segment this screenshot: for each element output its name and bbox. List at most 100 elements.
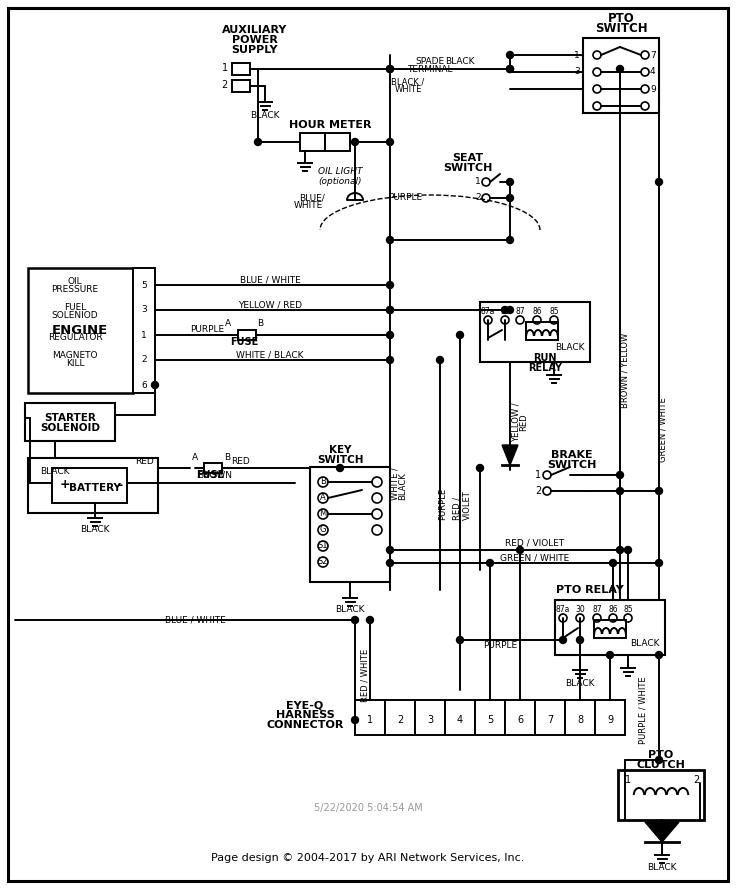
- Text: 2: 2: [222, 80, 228, 90]
- Text: 2: 2: [535, 486, 541, 496]
- Circle shape: [517, 547, 523, 554]
- Text: ENGINE: ENGINE: [52, 324, 108, 337]
- Text: MAGNETO: MAGNETO: [52, 350, 98, 359]
- Text: 3: 3: [427, 715, 433, 725]
- Text: BLACK: BLACK: [336, 605, 365, 614]
- Text: BRAKE: BRAKE: [551, 450, 592, 460]
- Text: 1: 1: [535, 470, 541, 480]
- Text: FUSE: FUSE: [196, 470, 224, 480]
- Text: PURPLE: PURPLE: [439, 488, 447, 520]
- Circle shape: [606, 652, 614, 659]
- Text: 2: 2: [397, 715, 403, 725]
- Text: PTO: PTO: [608, 12, 634, 25]
- Text: BLACK: BLACK: [40, 467, 70, 476]
- Text: HARNESS: HARNESS: [275, 710, 334, 720]
- Circle shape: [386, 139, 394, 146]
- Bar: [310, 467, 390, 582]
- Text: BLUE / WHITE: BLUE / WHITE: [240, 276, 300, 284]
- Circle shape: [656, 757, 662, 764]
- Text: 6: 6: [141, 380, 147, 389]
- Text: 5/22/2020 5:04:54 AM: 5/22/2020 5:04:54 AM: [314, 803, 422, 813]
- Text: 9: 9: [607, 715, 613, 725]
- Text: S2: S2: [318, 557, 328, 566]
- Bar: [238, 330, 256, 340]
- Bar: [618, 770, 704, 820]
- Bar: [505, 700, 535, 735]
- Text: PURPLE / WHITE: PURPLE / WHITE: [639, 677, 648, 744]
- Circle shape: [617, 471, 623, 478]
- Bar: [232, 63, 250, 75]
- Text: OIL: OIL: [68, 277, 82, 286]
- Text: 2: 2: [693, 775, 699, 785]
- Circle shape: [506, 52, 514, 59]
- Circle shape: [506, 66, 514, 73]
- Bar: [300, 133, 325, 151]
- Text: TERMINAL: TERMINAL: [407, 66, 453, 75]
- Text: 5: 5: [487, 715, 493, 725]
- Text: 8: 8: [577, 715, 583, 725]
- Circle shape: [456, 637, 464, 644]
- Text: SOLENOID: SOLENOID: [40, 423, 100, 433]
- Text: BROWN: BROWN: [197, 470, 233, 479]
- Text: 85: 85: [549, 308, 559, 316]
- Bar: [595, 700, 625, 735]
- Bar: [325, 133, 350, 151]
- Text: RUN: RUN: [534, 353, 556, 363]
- Polygon shape: [502, 445, 518, 465]
- Circle shape: [656, 179, 662, 186]
- Bar: [232, 80, 250, 92]
- Text: M: M: [319, 509, 327, 518]
- Circle shape: [386, 66, 394, 73]
- Text: BLACK: BLACK: [445, 58, 475, 67]
- Bar: [526, 322, 558, 340]
- Circle shape: [617, 487, 623, 494]
- Text: BLACK: BLACK: [80, 525, 110, 533]
- Text: SWITCH: SWITCH: [548, 460, 597, 470]
- Text: 85: 85: [623, 605, 633, 614]
- Circle shape: [152, 381, 158, 388]
- Text: 2: 2: [141, 356, 146, 364]
- Text: BLUE/: BLUE/: [300, 194, 325, 203]
- Text: 87: 87: [515, 308, 525, 316]
- Text: RED: RED: [230, 458, 250, 467]
- Bar: [25, 403, 115, 441]
- Text: OIL LIGHT: OIL LIGHT: [318, 167, 362, 177]
- Text: POWER: POWER: [232, 35, 278, 45]
- Text: FUSE: FUSE: [230, 337, 258, 347]
- Text: BATTERY: BATTERY: [69, 483, 121, 493]
- Bar: [415, 700, 445, 735]
- Text: A: A: [225, 318, 231, 327]
- Text: WHITE /: WHITE /: [391, 467, 400, 500]
- Bar: [355, 700, 385, 735]
- Circle shape: [386, 236, 394, 244]
- Text: 87: 87: [592, 605, 602, 614]
- Text: WHITE / BLACK: WHITE / BLACK: [236, 350, 304, 359]
- Text: 4: 4: [457, 715, 463, 725]
- Text: SOLENIOD: SOLENIOD: [52, 311, 99, 321]
- Text: B: B: [320, 477, 326, 486]
- Text: KEY: KEY: [329, 445, 351, 455]
- Text: RELAY: RELAY: [528, 363, 562, 373]
- Circle shape: [501, 307, 509, 314]
- Text: BROWN / YELLOW: BROWN / YELLOW: [620, 332, 629, 408]
- Circle shape: [656, 559, 662, 566]
- Circle shape: [386, 332, 394, 339]
- Text: G: G: [319, 525, 326, 534]
- Polygon shape: [645, 822, 679, 842]
- Text: RED /
VIOLET: RED / VIOLET: [453, 490, 472, 520]
- Text: 30: 30: [500, 308, 510, 316]
- Circle shape: [336, 464, 344, 471]
- Circle shape: [386, 307, 394, 314]
- Circle shape: [617, 66, 623, 73]
- Text: SUPPLY: SUPPLY: [232, 45, 278, 55]
- Text: 87a: 87a: [556, 605, 570, 614]
- Bar: [203, 463, 222, 473]
- Text: 1: 1: [574, 51, 580, 60]
- Text: +: +: [60, 478, 71, 492]
- Bar: [594, 620, 626, 638]
- Bar: [445, 700, 475, 735]
- Bar: [385, 700, 415, 735]
- Bar: [583, 38, 659, 113]
- Text: S1: S1: [318, 541, 328, 550]
- Text: CLUTCH: CLUTCH: [637, 760, 685, 770]
